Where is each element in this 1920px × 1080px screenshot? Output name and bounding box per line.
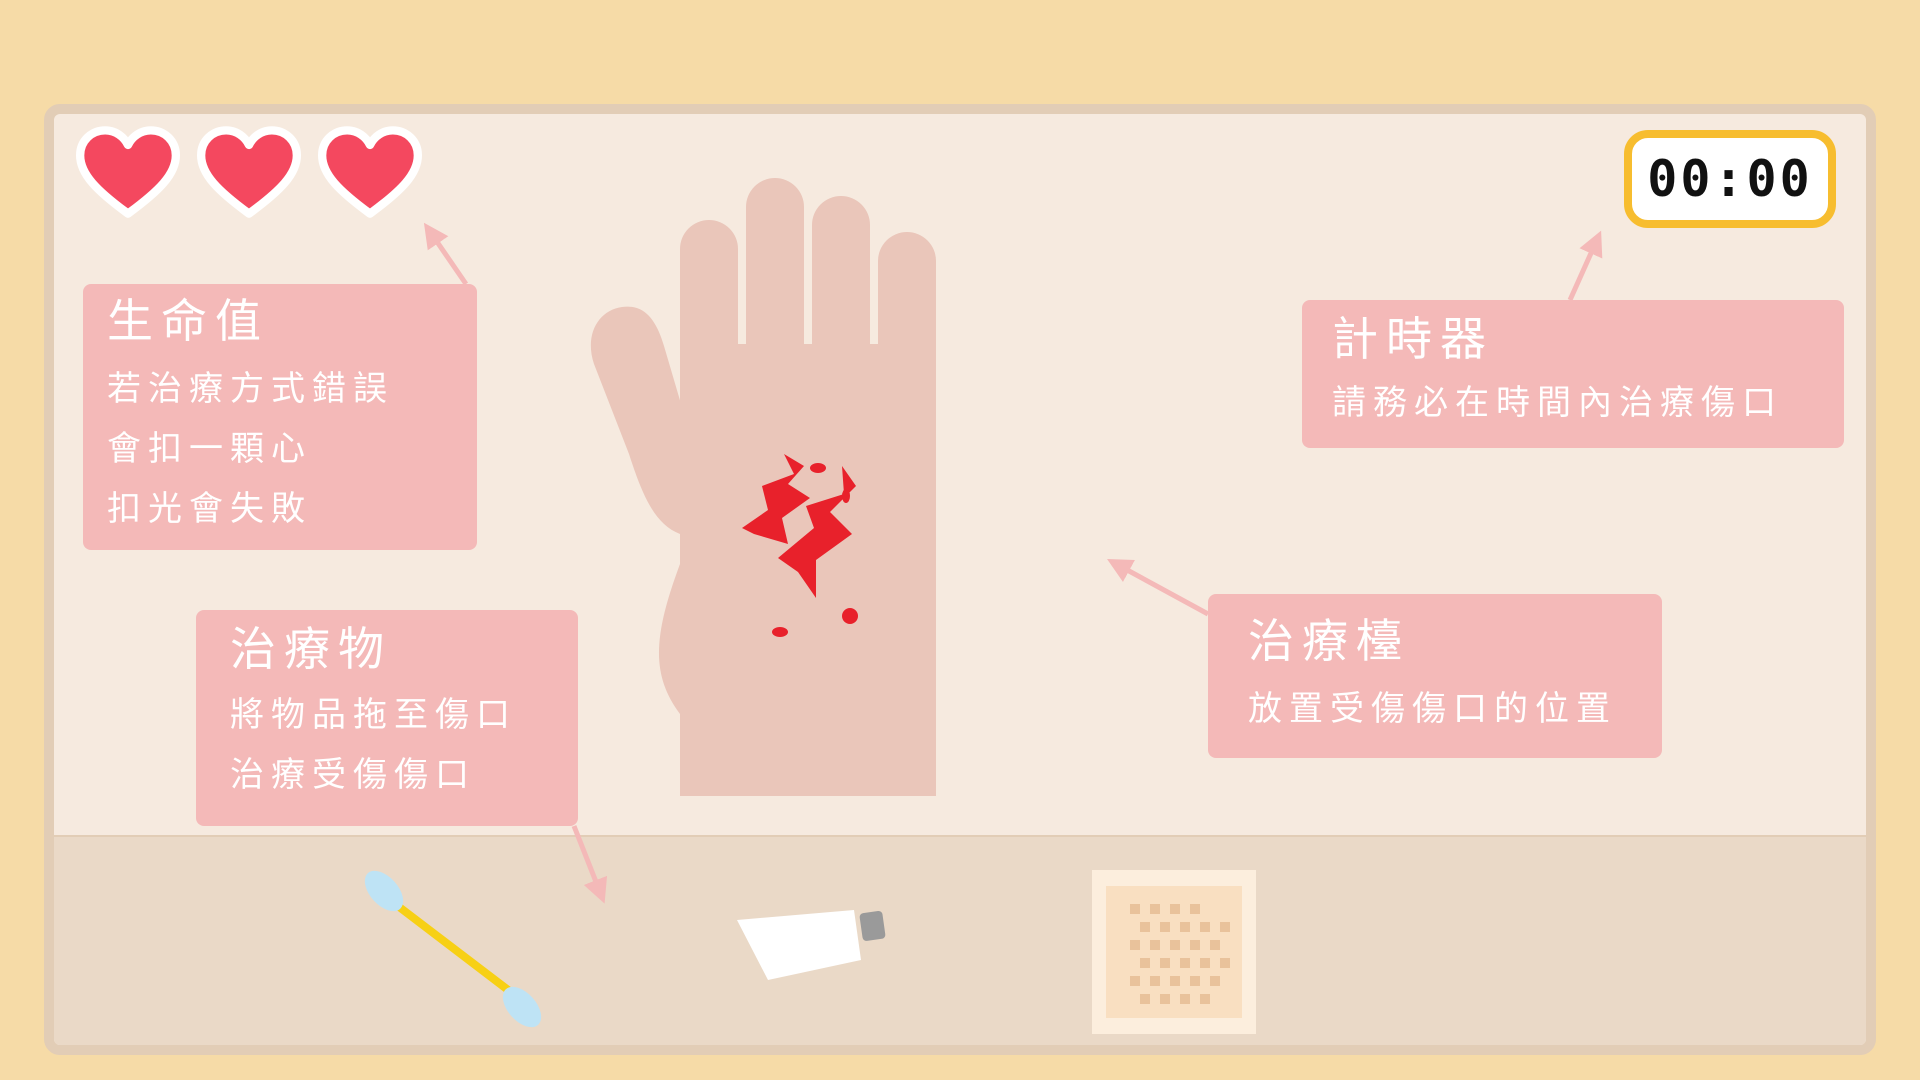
- tray-items-layer: [358, 864, 1256, 1034]
- bandage-hole: [1160, 922, 1170, 932]
- cotton-swab[interactable]: [358, 864, 549, 1034]
- tip-line: 會扣一顆心: [107, 429, 312, 469]
- tip-line: 若治療方式錯誤: [107, 369, 394, 409]
- bandage-hole: [1190, 976, 1200, 986]
- bandage[interactable]: [1092, 870, 1256, 1034]
- bandage-hole: [1160, 958, 1170, 968]
- bandage-hole: [1200, 994, 1210, 1004]
- bandage-hole: [1150, 904, 1160, 914]
- hand-icon: [590, 178, 936, 796]
- ointment-tube[interactable]: [737, 910, 886, 980]
- heart-icon-2: [197, 126, 301, 218]
- tip-line: 治療受傷傷口: [230, 755, 476, 795]
- tip-title-health: 生命值: [107, 294, 269, 348]
- tip-card-timer: 計時器 請務必在時間內治療傷口: [1302, 300, 1844, 448]
- bandage-hole: [1160, 994, 1170, 1004]
- bandage-holes: [1130, 904, 1230, 1004]
- bandage-hole: [1210, 976, 1220, 986]
- bandage-hole: [1130, 904, 1140, 914]
- game-panel: 00:00: [44, 104, 1876, 1055]
- bandage-hole: [1140, 922, 1150, 932]
- bandage-hole: [1140, 958, 1150, 968]
- bandage-hole: [1180, 958, 1190, 968]
- wound-icon: [742, 454, 858, 637]
- heart-icon-3: [318, 126, 422, 218]
- bandage-hole: [1200, 958, 1210, 968]
- bandage-hole: [1140, 994, 1150, 1004]
- tube-cap: [859, 910, 886, 941]
- bandage-hole: [1150, 940, 1160, 950]
- bandage-hole: [1190, 904, 1200, 914]
- tip-card-station: 治療檯 放置受傷傷口的位置: [1208, 594, 1662, 758]
- bandage-hole: [1150, 976, 1160, 986]
- bandage-hole: [1200, 922, 1210, 932]
- bandage-hole: [1210, 940, 1220, 950]
- bandage-hole: [1180, 922, 1190, 932]
- tip-line: 放置受傷傷口的位置: [1248, 689, 1617, 729]
- tip-title-items: 治療物: [230, 622, 392, 676]
- bandage-hole: [1170, 976, 1180, 986]
- treatment-station[interactable]: [54, 114, 1866, 1045]
- item-tray: [54, 835, 1866, 1045]
- bandage-hole: [1180, 994, 1190, 1004]
- swab-stick: [386, 896, 520, 1000]
- tip-line: 請務必在時間內治療傷口: [1332, 383, 1783, 423]
- bandage-hole: [1190, 940, 1200, 950]
- tip-card-health: 生命值 若治療方式錯誤 會扣一顆心 扣光會失敗: [83, 284, 477, 550]
- swab-tip-bottom: [502, 986, 542, 1028]
- tip-line: 將物品拖至傷口: [230, 695, 517, 735]
- timer-display: 00:00: [1624, 130, 1836, 228]
- swab-tip-top: [364, 870, 404, 912]
- tip-line: 扣光會失敗: [107, 489, 312, 529]
- tip-card-items: 治療物 將物品拖至傷口 治療受傷傷口: [196, 610, 578, 826]
- bandage-hole: [1130, 940, 1140, 950]
- bandage-hole: [1170, 904, 1180, 914]
- tip-title-station: 治療檯: [1248, 614, 1410, 668]
- heart-icon-1: [76, 126, 180, 218]
- tip-title-timer: 計時器: [1332, 312, 1494, 366]
- bandage-hole: [1220, 922, 1230, 932]
- bandage-hole: [1130, 976, 1140, 986]
- tube-body: [737, 910, 861, 980]
- bandage-hole: [1170, 940, 1180, 950]
- bandage-hole: [1220, 958, 1230, 968]
